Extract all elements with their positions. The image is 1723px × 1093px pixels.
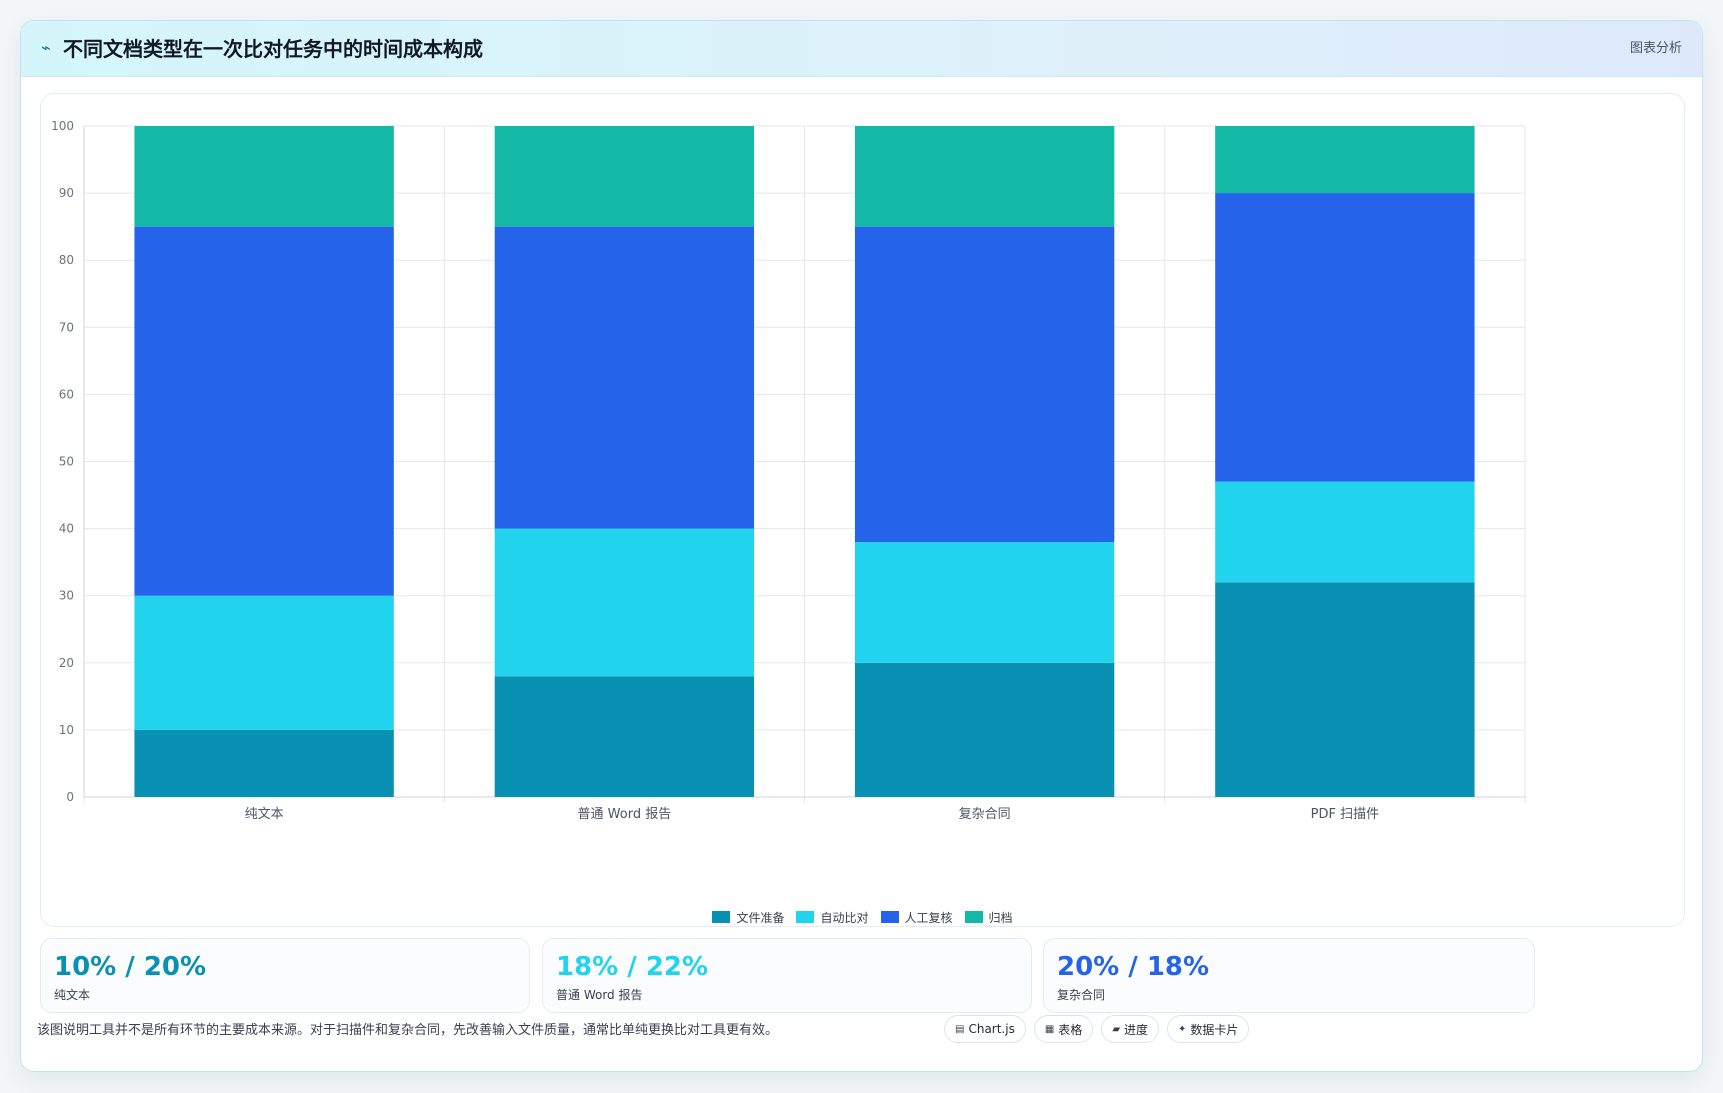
chip-label: 进度: [1124, 1022, 1149, 1037]
y-tick-label: 70: [59, 320, 74, 334]
legend-label: 自动比对: [820, 910, 869, 925]
table-icon: ▦: [1044, 1023, 1055, 1035]
bar-segment: [494, 126, 755, 227]
legend-label: 归档: [988, 910, 1013, 925]
chip-label: 表格: [1058, 1022, 1083, 1037]
stat-card-plain-text: 10% / 20% 纯文本: [40, 938, 530, 1013]
chart-title: 不同文档类型在一次比对任务中的时间成本构成: [63, 37, 483, 61]
legend-item[interactable]: 人工复核: [880, 908, 953, 926]
x-tick-label: 纯文本: [245, 807, 284, 822]
y-tick-label: 90: [59, 186, 74, 200]
bar-segment: [134, 126, 394, 227]
legend-swatch: [964, 911, 983, 923]
chip-label: Chart.js: [968, 1022, 1015, 1036]
bar-segment: [854, 126, 1115, 227]
legend-label: 文件准备: [736, 910, 785, 925]
bar-segment: [494, 528, 755, 677]
bar-segment: [1215, 582, 1475, 797]
y-tick-label: 50: [59, 455, 74, 469]
y-tick-label: 60: [59, 387, 74, 401]
trend-line-icon: ⌁: [41, 38, 51, 57]
chart-icon: ▤: [955, 1023, 965, 1035]
chart-note: 该图说明工具并不是所有环节的主要成本来源。对于扫描件和复杂合同，先改善输入文件质…: [37, 1023, 779, 1038]
x-tick-label: PDF 扫描件: [1311, 807, 1379, 822]
bar-segment: [1215, 126, 1475, 194]
chip-chartjs[interactable]: ▤ Chart.js: [944, 1015, 1026, 1043]
bar-segment: [134, 729, 394, 797]
bar-segment: [1215, 193, 1475, 482]
bar-segment: [134, 595, 394, 730]
header-tag: 图表分析: [1629, 41, 1682, 56]
x-tick-label: 复杂合同: [959, 807, 1011, 822]
y-tick-label: 0: [66, 790, 74, 804]
chip-label: 数据卡片: [1190, 1022, 1239, 1037]
chart-panel: 0 10 20 30 40 50 60 70 80 90 100 纯文本 普通 Word 报告 复杂合同 P…: [40, 93, 1685, 927]
y-tick-label: 40: [59, 522, 74, 536]
legend-swatch: [880, 911, 899, 923]
stat-label: 普通 Word 报告: [556, 988, 643, 1002]
bar-segment: [854, 542, 1115, 663]
bar-segment: [1215, 481, 1475, 583]
legend-item[interactable]: 自动比对: [796, 908, 869, 926]
legend-item[interactable]: 文件准备: [712, 908, 784, 926]
x-tick-label: 普通 Word 报告: [578, 807, 672, 822]
legend-item[interactable]: 归档: [964, 908, 1013, 926]
y-tick-label: 30: [59, 589, 74, 603]
y-tick-label: 10: [59, 723, 74, 737]
bar-segment: [854, 226, 1115, 543]
stat-card-complex-contract: 20% / 18% 复杂合同: [1043, 938, 1535, 1013]
stat-value: 20% / 18%: [1057, 952, 1210, 982]
y-tick-label: 20: [59, 656, 74, 670]
card-header: ⌁ 不同文档类型在一次比对任务中的时间成本构成 图表分析: [21, 21, 1702, 77]
chart-legend: 文件准备 自动比对 人工复核 归档: [41, 908, 1684, 926]
bar-segment: [854, 662, 1115, 797]
stat-value: 10% / 20%: [54, 952, 207, 982]
bar-segment: [134, 226, 394, 596]
stat-label: 纯文本: [54, 988, 91, 1002]
stat-label: 复杂合同: [1057, 988, 1106, 1002]
stat-card-word-report: 18% / 22% 普通 Word 报告: [542, 938, 1032, 1013]
stat-value: 18% / 22%: [556, 952, 709, 982]
legend-swatch: [796, 911, 815, 923]
chip-table[interactable]: ▦ 表格: [1033, 1015, 1094, 1043]
y-tick-label: 80: [59, 253, 74, 267]
chip-data-card[interactable]: ✦ 数据卡片: [1167, 1015, 1250, 1043]
chip-progress[interactable]: ▰ 进度: [1101, 1015, 1160, 1043]
feature-chips: ▤ Chart.js ▦ 表格 ▰ 进度 ✦ 数据卡片: [944, 1015, 1250, 1043]
chart-card: ⌁ 不同文档类型在一次比对任务中的时间成本构成 图表分析 0 10 20 30 40 50…: [20, 20, 1703, 1072]
y-tick-label: 100: [51, 119, 74, 133]
bar-segment: [494, 676, 755, 797]
stacked-bar-chart: 0 10 20 30 40 50 60 70 80 90 100 纯文本 普通 Word 报告 复杂合同 P…: [51, 119, 1526, 822]
bar-segment: [494, 226, 755, 529]
legend-label: 人工复核: [904, 910, 953, 925]
sparkle-icon: ✦: [1178, 1023, 1187, 1035]
legend-swatch: [712, 911, 731, 923]
progress-icon: ▰: [1112, 1023, 1121, 1035]
